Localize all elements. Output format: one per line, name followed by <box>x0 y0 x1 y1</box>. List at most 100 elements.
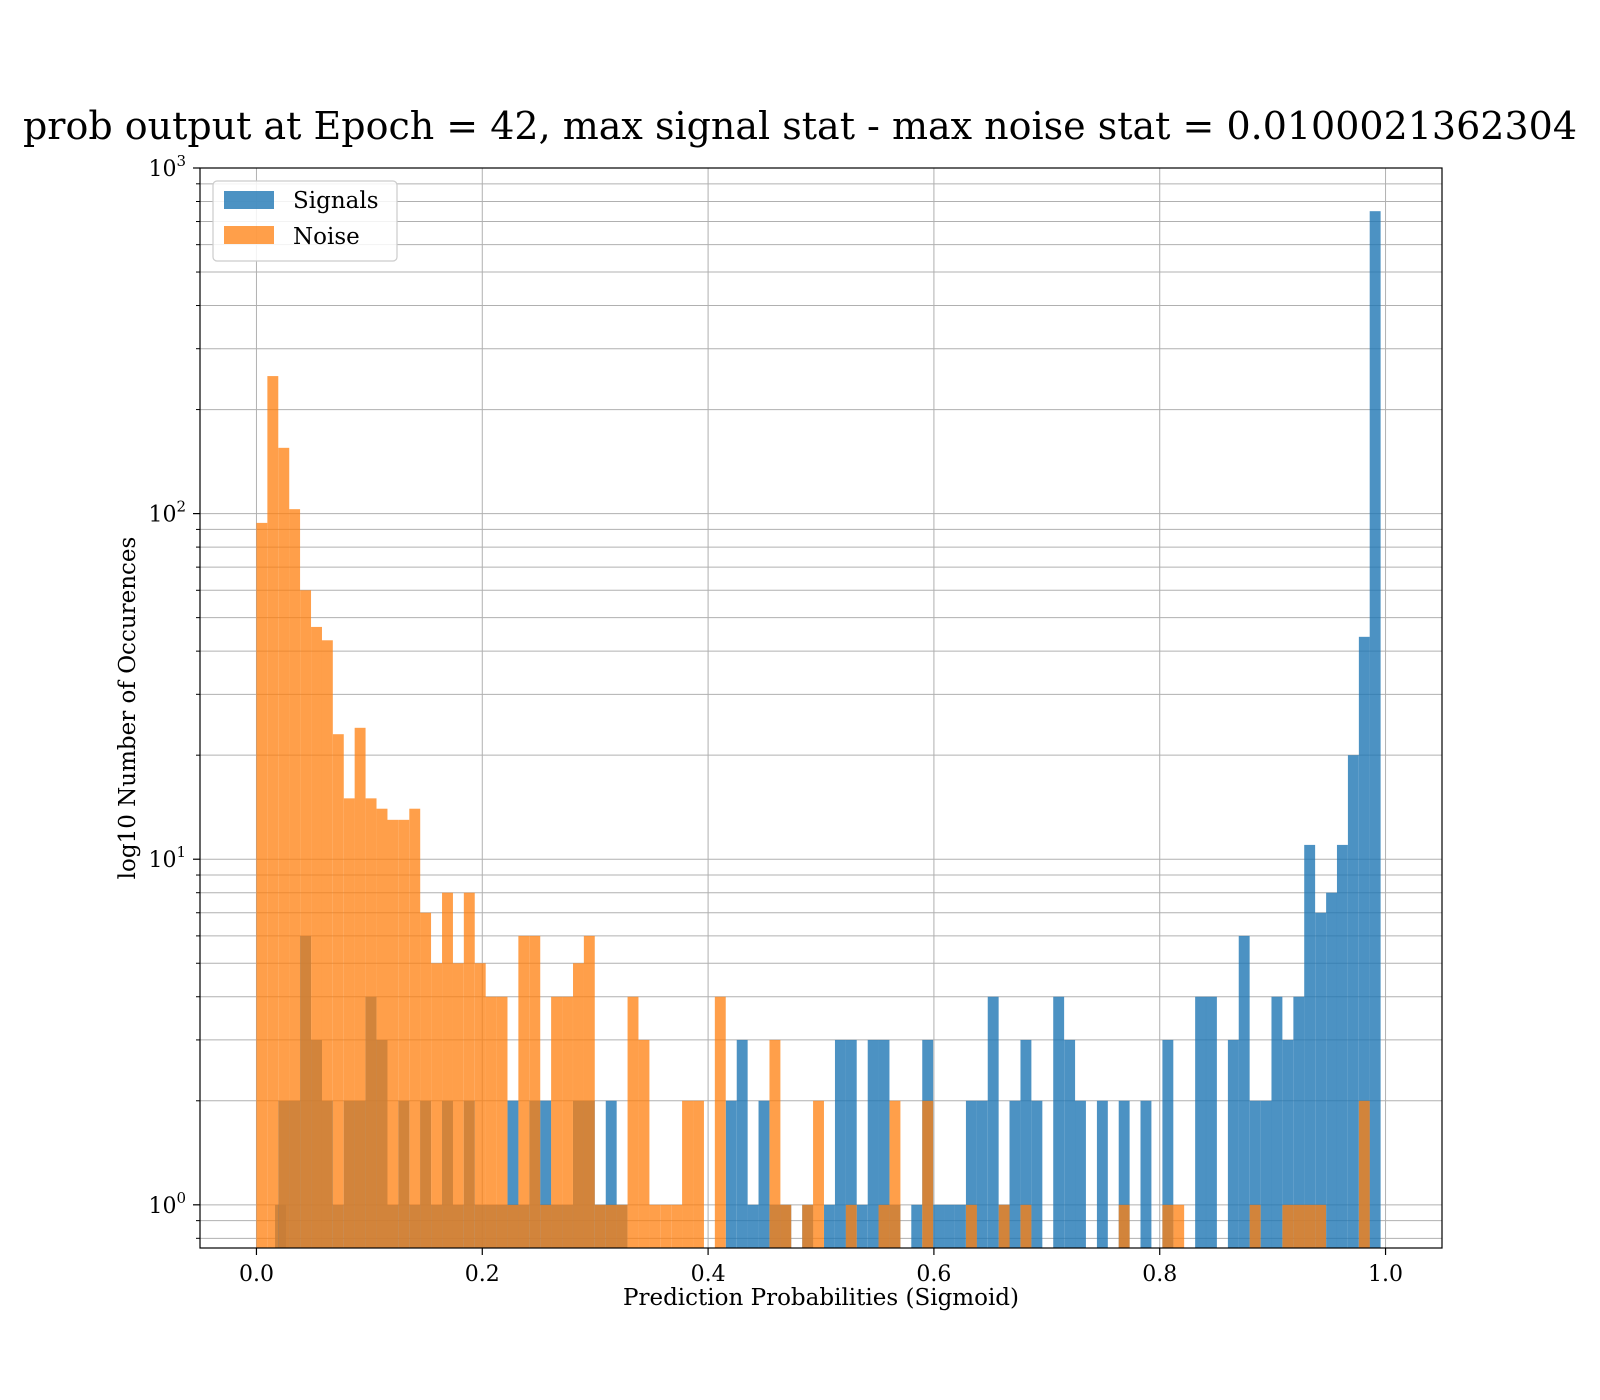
bar-signals <box>1118 1100 1130 1248</box>
bar-signals <box>976 1100 988 1248</box>
bar-signals <box>1162 1039 1174 1248</box>
bar-signals <box>856 1204 868 1248</box>
bar-noise <box>420 912 432 1248</box>
bar-noise <box>387 819 399 1248</box>
bar-signals <box>1271 996 1283 1248</box>
bar-signals <box>1053 996 1065 1248</box>
bar-signals <box>954 1204 966 1248</box>
bar-noise <box>1249 1204 1261 1248</box>
bar-noise <box>638 1039 650 1248</box>
bar-noise <box>311 626 322 1248</box>
bar-signals <box>540 1100 552 1248</box>
bar-noise <box>616 1204 628 1248</box>
bar-signals <box>1282 1039 1294 1248</box>
bar-noise <box>452 963 464 1248</box>
bar-noise <box>1118 1204 1130 1248</box>
bar-signals <box>1260 1100 1272 1248</box>
bar-signals <box>605 1100 617 1248</box>
bar-noise <box>278 447 290 1248</box>
bar-noise <box>1293 1204 1305 1248</box>
bar-noise <box>540 1204 552 1248</box>
bar-noise <box>573 963 584 1248</box>
bar-noise <box>496 996 508 1248</box>
bar-noise <box>507 1204 519 1248</box>
bar-noise <box>321 640 333 1248</box>
bar-noise <box>409 808 421 1248</box>
bar-signals <box>867 1039 879 1248</box>
bar-signals <box>507 1100 519 1248</box>
ticks: 0.0 0.2 0.4 0.6 0.8 1.0 100 101 102 103 <box>148 152 1403 1287</box>
bar-signals <box>1096 1100 1108 1248</box>
bar-signals <box>758 1100 770 1248</box>
bar-noise <box>1315 1204 1327 1248</box>
bar-noise <box>256 522 268 1248</box>
x-tick-label: 0.4 <box>691 1262 726 1287</box>
legend-swatch-signals <box>224 191 274 209</box>
bar-noise <box>802 1204 814 1248</box>
bar-noise <box>365 798 377 1248</box>
bar-signals <box>834 1039 846 1248</box>
bar-noise <box>627 996 639 1248</box>
bar-noise <box>878 1204 890 1248</box>
bar-noise <box>889 1100 901 1248</box>
legend: Signals Noise <box>212 180 398 262</box>
bar-signals <box>1064 1039 1076 1248</box>
x-tick-label: 0.0 <box>239 1262 274 1287</box>
bar-signals <box>1347 755 1359 1248</box>
bar-signals <box>1140 1100 1152 1248</box>
bar-signals <box>987 996 999 1248</box>
bar-signals <box>725 1100 737 1248</box>
bar-signals <box>1358 636 1370 1248</box>
bar-signals <box>1326 892 1338 1248</box>
bar-signals <box>747 1204 759 1248</box>
bar-signals <box>1238 935 1250 1248</box>
bar-signals <box>965 1100 977 1248</box>
bar-signals <box>1369 211 1381 1248</box>
plot-frame <box>199 167 1443 1249</box>
bar-signals <box>1249 1100 1261 1248</box>
bar-signals <box>1009 1100 1021 1248</box>
x-axis-label: Prediction Probabilities (Sigmoid) <box>623 1285 1019 1311</box>
bar-noise <box>813 1100 824 1248</box>
bar-noise <box>551 996 563 1248</box>
bar-noise <box>518 935 530 1248</box>
bar-noise <box>529 935 541 1248</box>
bar-signals <box>911 1204 923 1248</box>
bar-signals <box>944 1204 955 1248</box>
bar-signals <box>1020 1039 1032 1248</box>
bar-noise <box>693 1100 704 1248</box>
bar-noise <box>671 1204 683 1248</box>
bar-noise <box>583 935 595 1248</box>
bar-noise <box>376 808 388 1248</box>
y-tick-label: 103 <box>148 152 186 182</box>
bar-noise <box>594 1204 606 1248</box>
bar-noise <box>922 1100 934 1248</box>
bar-signals <box>824 1204 835 1248</box>
bar-noise <box>714 996 726 1248</box>
bar-noise <box>300 590 312 1248</box>
bar-noise <box>1304 1204 1316 1248</box>
bar-noise <box>442 892 453 1248</box>
bar-signals <box>1315 912 1327 1248</box>
bar-noise <box>267 376 279 1248</box>
bar-noise <box>474 963 486 1248</box>
bar-noise <box>1173 1204 1185 1248</box>
bar-signals <box>1031 1100 1043 1248</box>
bar-noise <box>1358 1100 1370 1248</box>
x-tick-label: 0.2 <box>465 1262 500 1287</box>
bar-signals <box>1227 1039 1239 1248</box>
bar-noise <box>998 1204 1010 1248</box>
bar-noise <box>780 1204 792 1248</box>
bar-noise <box>398 819 410 1248</box>
bar-signals <box>736 1039 748 1248</box>
bar-noise <box>769 1039 781 1248</box>
x-tick-label: 0.6 <box>916 1262 951 1287</box>
chart-title: prob output at Epoch = 42, max signal st… <box>22 104 1577 148</box>
bar-noise <box>965 1204 977 1248</box>
bar-signals <box>1205 996 1217 1248</box>
x-tick-label: 1.0 <box>1368 1262 1403 1287</box>
bars <box>256 211 1381 1248</box>
y-tick-label: 100 <box>148 1189 186 1219</box>
x-tick-label: 0.8 <box>1142 1262 1177 1287</box>
